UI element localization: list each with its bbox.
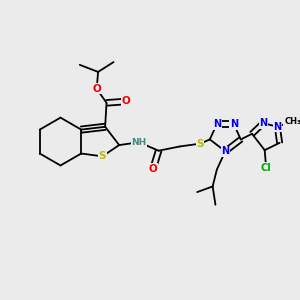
Text: CH₃: CH₃ xyxy=(284,117,300,126)
Text: Cl: Cl xyxy=(261,163,272,172)
Text: S: S xyxy=(99,151,106,161)
Text: O: O xyxy=(92,84,101,94)
Text: O: O xyxy=(122,97,130,106)
Text: O: O xyxy=(148,164,157,174)
Text: N: N xyxy=(273,122,281,132)
Text: N: N xyxy=(221,146,230,156)
Text: S: S xyxy=(196,139,204,149)
Text: NH: NH xyxy=(131,138,146,147)
Text: N: N xyxy=(259,118,267,128)
Text: N: N xyxy=(213,119,221,129)
Text: N: N xyxy=(230,119,238,129)
